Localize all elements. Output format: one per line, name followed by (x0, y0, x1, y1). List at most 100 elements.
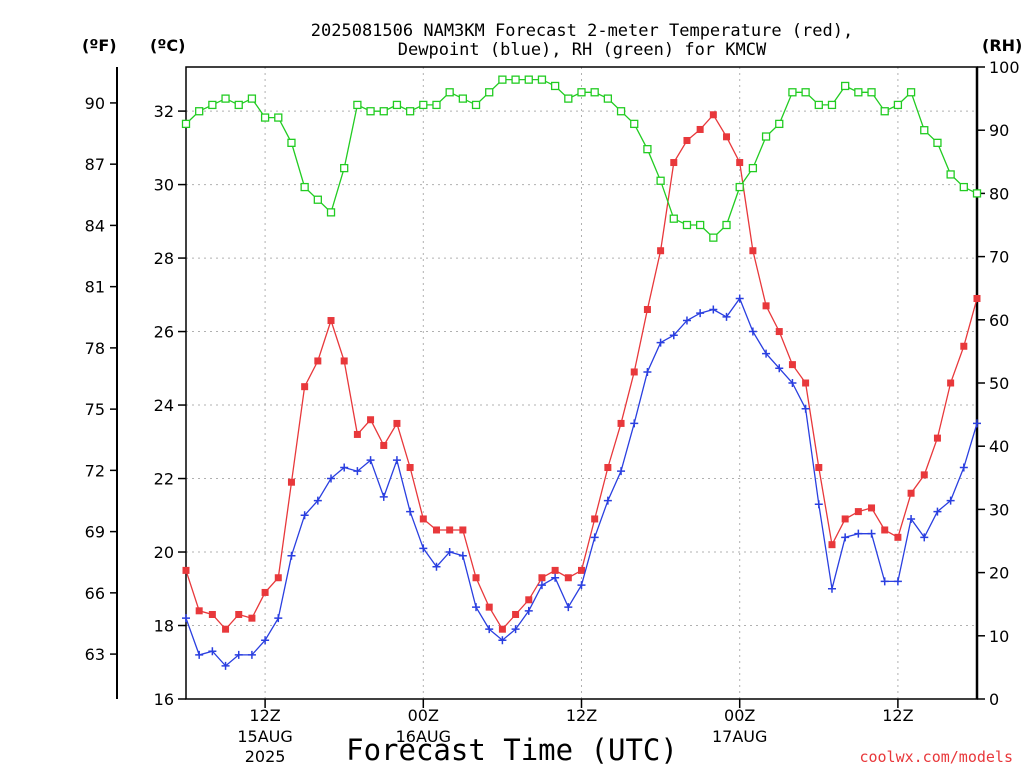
temp-point (762, 302, 770, 310)
fahrenheit-tick-label: 90 (85, 94, 105, 113)
rh-tick-label: 0 (989, 690, 999, 709)
celsius-tick-label: 16 (154, 690, 174, 709)
time-tick-label: 00Z (408, 706, 439, 725)
rh-point (432, 100, 441, 110)
celsius-unit-label: (ºC) (150, 36, 185, 55)
temp-point (314, 357, 322, 365)
dew-point (432, 562, 441, 571)
rh-point (537, 75, 547, 84)
temp-point (208, 610, 216, 618)
temp-point (696, 125, 704, 133)
chart-axes (116, 66, 979, 700)
dew-point (524, 606, 533, 615)
temp-point (841, 515, 849, 523)
temp-point (933, 434, 941, 442)
temp-point (261, 588, 269, 596)
temp-point (498, 625, 506, 633)
celsius-tick-label: 18 (154, 617, 174, 636)
dew-point (379, 492, 388, 501)
dew-point (577, 581, 586, 590)
rh-point (761, 132, 771, 141)
rh-point (696, 220, 705, 230)
rh-point (735, 182, 744, 192)
rh-point (340, 163, 349, 173)
grid-lines (186, 67, 977, 699)
dew-point (603, 496, 612, 505)
dew-point (472, 603, 481, 612)
dew-point (300, 511, 309, 520)
temp-point (683, 136, 691, 144)
chart-title-line1: 2025081506 NAM3KM Forecast 2-meter Tempe… (311, 21, 853, 41)
rh-point (682, 220, 692, 230)
time-tick-date-label: 17AUG (712, 727, 767, 746)
temp-point (380, 441, 388, 449)
temp-point (551, 566, 559, 574)
dew-point (419, 544, 428, 553)
temp-point (868, 504, 876, 512)
rh-point (313, 195, 322, 204)
dew-point (630, 419, 639, 428)
fahrenheit-tick-label: 81 (85, 278, 105, 297)
temp-point (301, 383, 309, 391)
rh-point (353, 100, 362, 110)
temp-point (182, 566, 190, 574)
celsius-axis: 16 18 20 22 24 26 28 30 32 (154, 102, 186, 709)
dew-point (841, 533, 850, 542)
temp-point (222, 625, 230, 633)
dew-point (775, 364, 784, 373)
rh-point (972, 189, 982, 198)
dew-point (920, 533, 929, 542)
fahrenheit-tick-label: 63 (85, 645, 105, 664)
rh-point (485, 88, 494, 97)
time-tick-label: 12Z (249, 706, 280, 725)
rh-point (577, 88, 586, 97)
plot-frame (185, 66, 978, 700)
fahrenheit-tick-label: 87 (85, 155, 105, 174)
rh-point (854, 88, 863, 97)
rh-point (630, 119, 639, 129)
dew-point (748, 327, 757, 336)
rh-point (564, 94, 573, 103)
time-tick-date-label: 16AUG (396, 727, 451, 746)
temp-point (195, 607, 203, 615)
dew-point (880, 577, 889, 586)
rh-tick-label: 50 (989, 374, 1009, 393)
rh-point (656, 176, 665, 185)
fahrenheit-tick-label: 72 (85, 461, 105, 480)
temp-point (960, 342, 968, 350)
rh-point (643, 145, 652, 154)
fahrenheit-tick-label: 84 (85, 216, 105, 235)
rh-tick-label: 20 (989, 564, 1009, 583)
time-tick-label: 12Z (882, 706, 913, 725)
rh-point (906, 88, 916, 97)
rh-point (274, 113, 283, 122)
rh-point (498, 75, 507, 84)
temp-point (907, 489, 915, 497)
dew-point (458, 551, 467, 560)
celsius-tick-label: 24 (154, 396, 174, 415)
rh-point (550, 81, 560, 91)
dew-point (340, 463, 349, 472)
rh-point (709, 233, 718, 242)
temp-point (670, 159, 678, 167)
rh-point (419, 100, 428, 110)
temp-point (248, 614, 256, 622)
rh-unit-label: (RH) (982, 36, 1022, 55)
rh-point (722, 220, 731, 230)
temp-point (446, 526, 454, 534)
temp-point (709, 111, 717, 119)
rh-point (234, 100, 243, 110)
rh-point (471, 100, 481, 110)
celsius-tick-label: 22 (154, 470, 174, 489)
dew-point (485, 625, 494, 634)
temp-point (406, 464, 414, 472)
rh-point (366, 107, 375, 116)
fahrenheit-unit-label: (ºF) (82, 36, 117, 55)
temp-point (828, 541, 836, 549)
dew-point (722, 312, 731, 321)
dew-point (907, 514, 916, 523)
rh-point (260, 113, 270, 122)
rh-point (788, 88, 797, 97)
rh-point (893, 100, 903, 110)
